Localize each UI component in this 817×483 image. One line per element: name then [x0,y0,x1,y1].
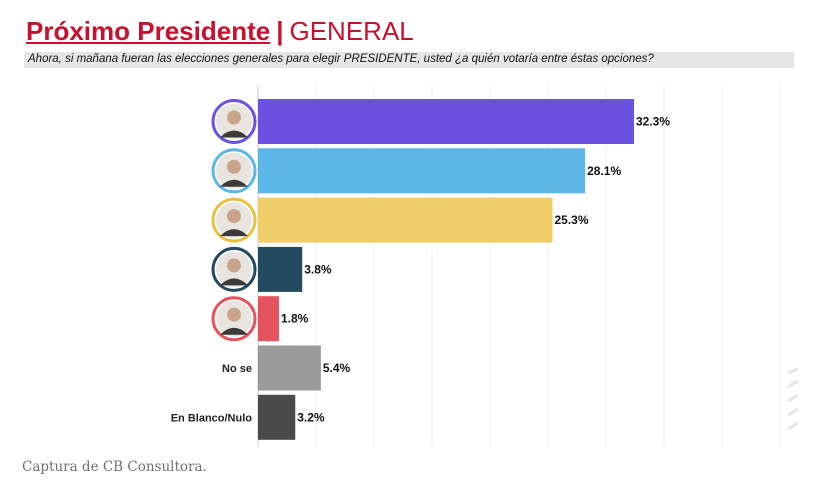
bar [258,394,296,440]
bar [258,246,303,292]
bar [258,99,634,144]
data-label: 3.2% [297,410,325,424]
avatar-shoulders [220,278,248,286]
chart-subtitle: GENERAL [289,16,414,46]
data-label: 5.4% [323,361,351,375]
avatar-head [227,110,241,125]
bar [258,197,553,243]
avatar-shoulders [220,179,248,187]
image-caption: Captura de CB Consultora. [22,459,207,475]
avatar-head [227,307,241,322]
bar [258,345,321,391]
data-label: 28.1% [587,164,621,178]
title-separator: | [276,16,284,46]
avatar-shoulders [220,130,248,138]
bar [258,296,279,342]
data-label: 32.3% [636,115,670,129]
bar [258,148,586,194]
avatar-head [227,258,241,273]
chart-title: Próximo Presidente [26,16,271,46]
avatar-shoulders [220,229,248,237]
avatar-head [227,209,241,224]
data-label: 25.3% [555,213,589,227]
survey-question: Ahora, si mañana fueran las elecciones g… [28,53,654,65]
category-label: No se [222,363,252,375]
chart-header: Próximo Presidente | GENERAL [26,16,414,50]
category-label: En Blanco/Nulo [171,412,253,424]
data-label: 1.8% [281,312,309,326]
bar-chart: 32.3% 28.1% 25.3% 3.8% 1.8% 5.4% No se 3.2% En B… [171,85,781,447]
watermark-chevrons [787,367,799,431]
question-background [24,52,794,68]
data-label: 3.8% [304,262,332,276]
avatar-head [227,159,241,174]
avatar-shoulders [220,327,248,335]
